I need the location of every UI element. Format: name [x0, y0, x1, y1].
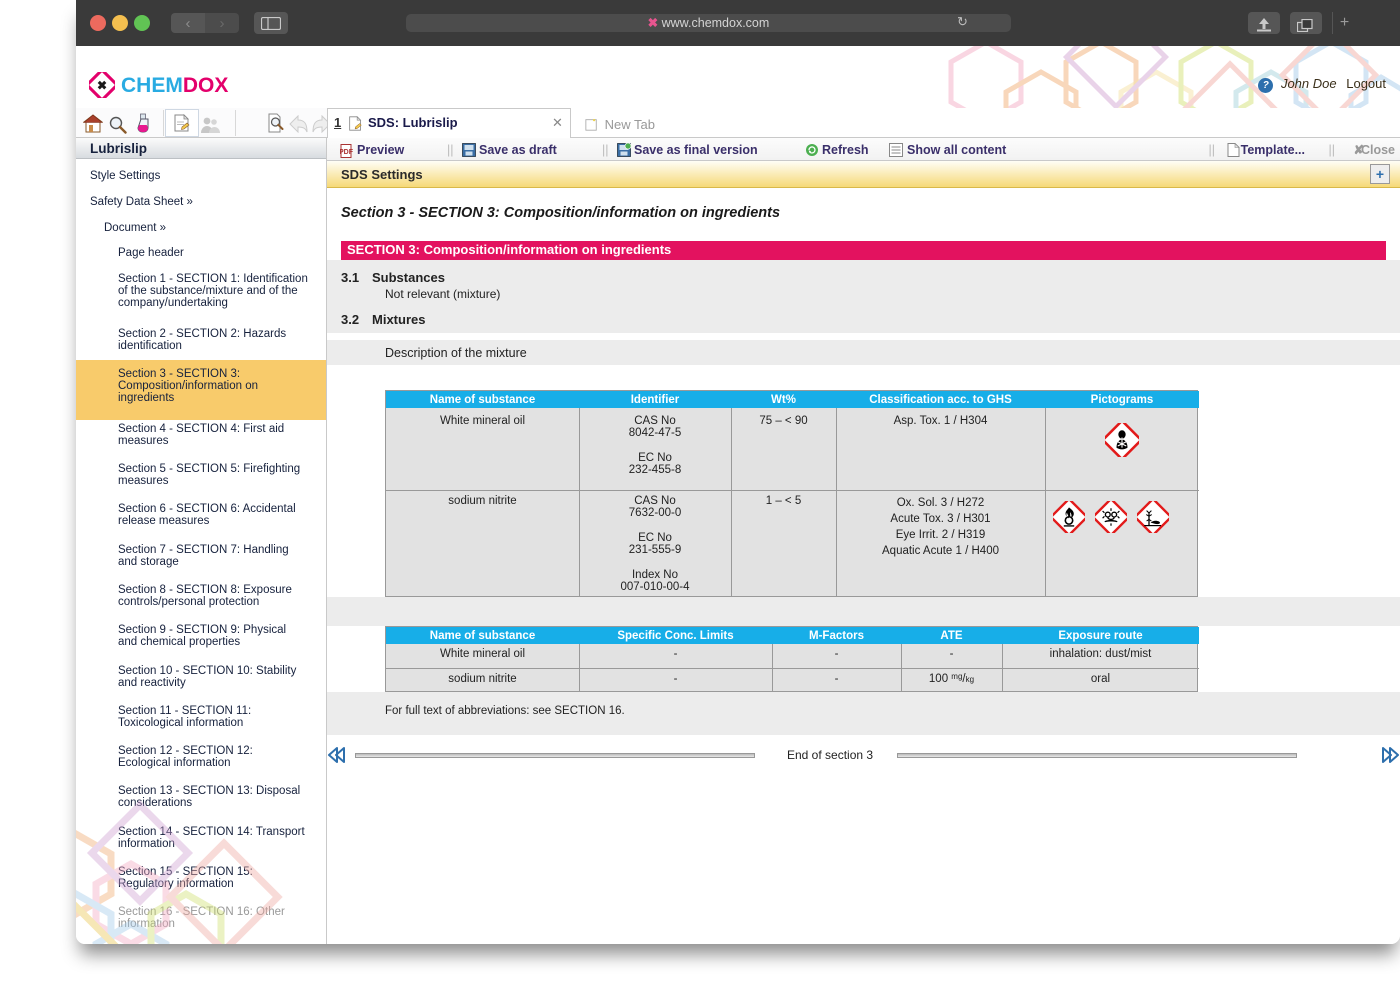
svg-text:✖: ✖ [97, 79, 107, 93]
svg-text:PDF: PDF [340, 149, 354, 156]
